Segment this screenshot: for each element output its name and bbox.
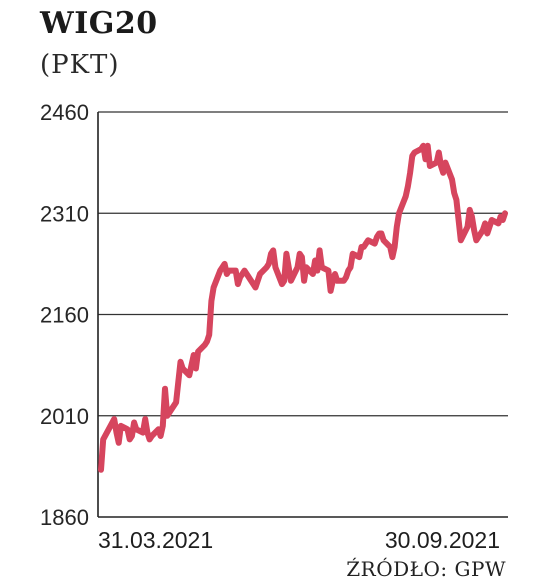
source-note: ŹRÓDŁO: GPW bbox=[346, 557, 506, 581]
series-layer bbox=[98, 142, 508, 473]
y-axis-ticks: 2460 2310 2160 2010 1860 bbox=[40, 100, 89, 530]
series-line bbox=[98, 142, 508, 473]
y-tick-label: 2460 bbox=[40, 100, 89, 125]
chart-title: WIG20 bbox=[40, 6, 158, 41]
y-tick-label: 2010 bbox=[40, 404, 89, 429]
x-tick-label: 31.03.2021 bbox=[98, 527, 213, 553]
x-axis-ticks: 31.03.2021 30.09.2021 bbox=[98, 527, 500, 553]
y-tick-label: 1860 bbox=[40, 505, 89, 530]
y-tick-label: 2310 bbox=[40, 201, 89, 226]
chart-unit: (PKT) bbox=[40, 50, 120, 80]
y-tick-label: 2160 bbox=[40, 303, 89, 328]
x-tick-label: 30.09.2021 bbox=[385, 527, 500, 553]
